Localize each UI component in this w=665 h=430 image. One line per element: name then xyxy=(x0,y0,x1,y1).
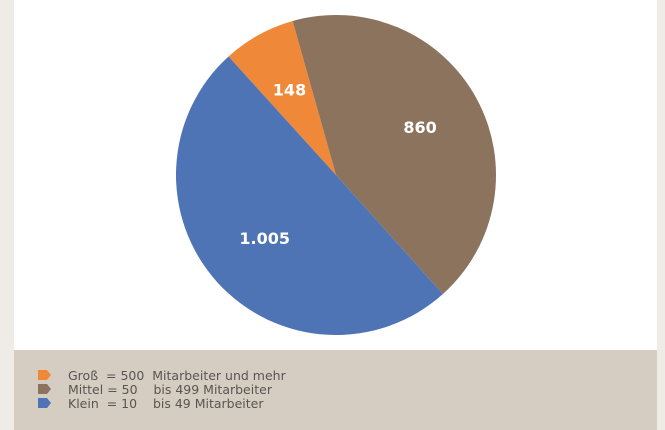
pie-slice xyxy=(228,20,336,175)
chart: 148 860 1.005 xyxy=(176,14,496,335)
legend-marker xyxy=(38,398,51,408)
legend-label: Mittel = 50 bis 499 Mitarbeiter xyxy=(68,381,272,397)
data-label: 148 xyxy=(273,81,306,100)
legend-marker xyxy=(38,370,51,380)
legend-marker-box xyxy=(38,398,51,408)
legend-marker-box xyxy=(38,370,51,380)
legend-label: Groß = 500 Mitarbeiter und mehr xyxy=(68,367,286,383)
pie-slice xyxy=(176,56,443,335)
legend-entry: Klein = 10 bis 49 Mitarbeiter xyxy=(38,395,264,411)
legend-entry: Groß = 500 Mitarbeiter und mehr xyxy=(38,367,286,383)
data-label: 860 xyxy=(403,118,436,137)
pie-slice xyxy=(292,14,496,295)
legend: Groß = 500 Mitarbeiter und mehr Mittel = … xyxy=(14,350,657,430)
legend-marker-box xyxy=(38,384,51,394)
legend-label: Klein = 10 bis 49 Mitarbeiter xyxy=(68,395,264,411)
legend-marker xyxy=(38,384,51,394)
legend-entry: Mittel = 50 bis 499 Mitarbeiter xyxy=(38,381,272,397)
data-label: 1.005 xyxy=(239,229,290,248)
